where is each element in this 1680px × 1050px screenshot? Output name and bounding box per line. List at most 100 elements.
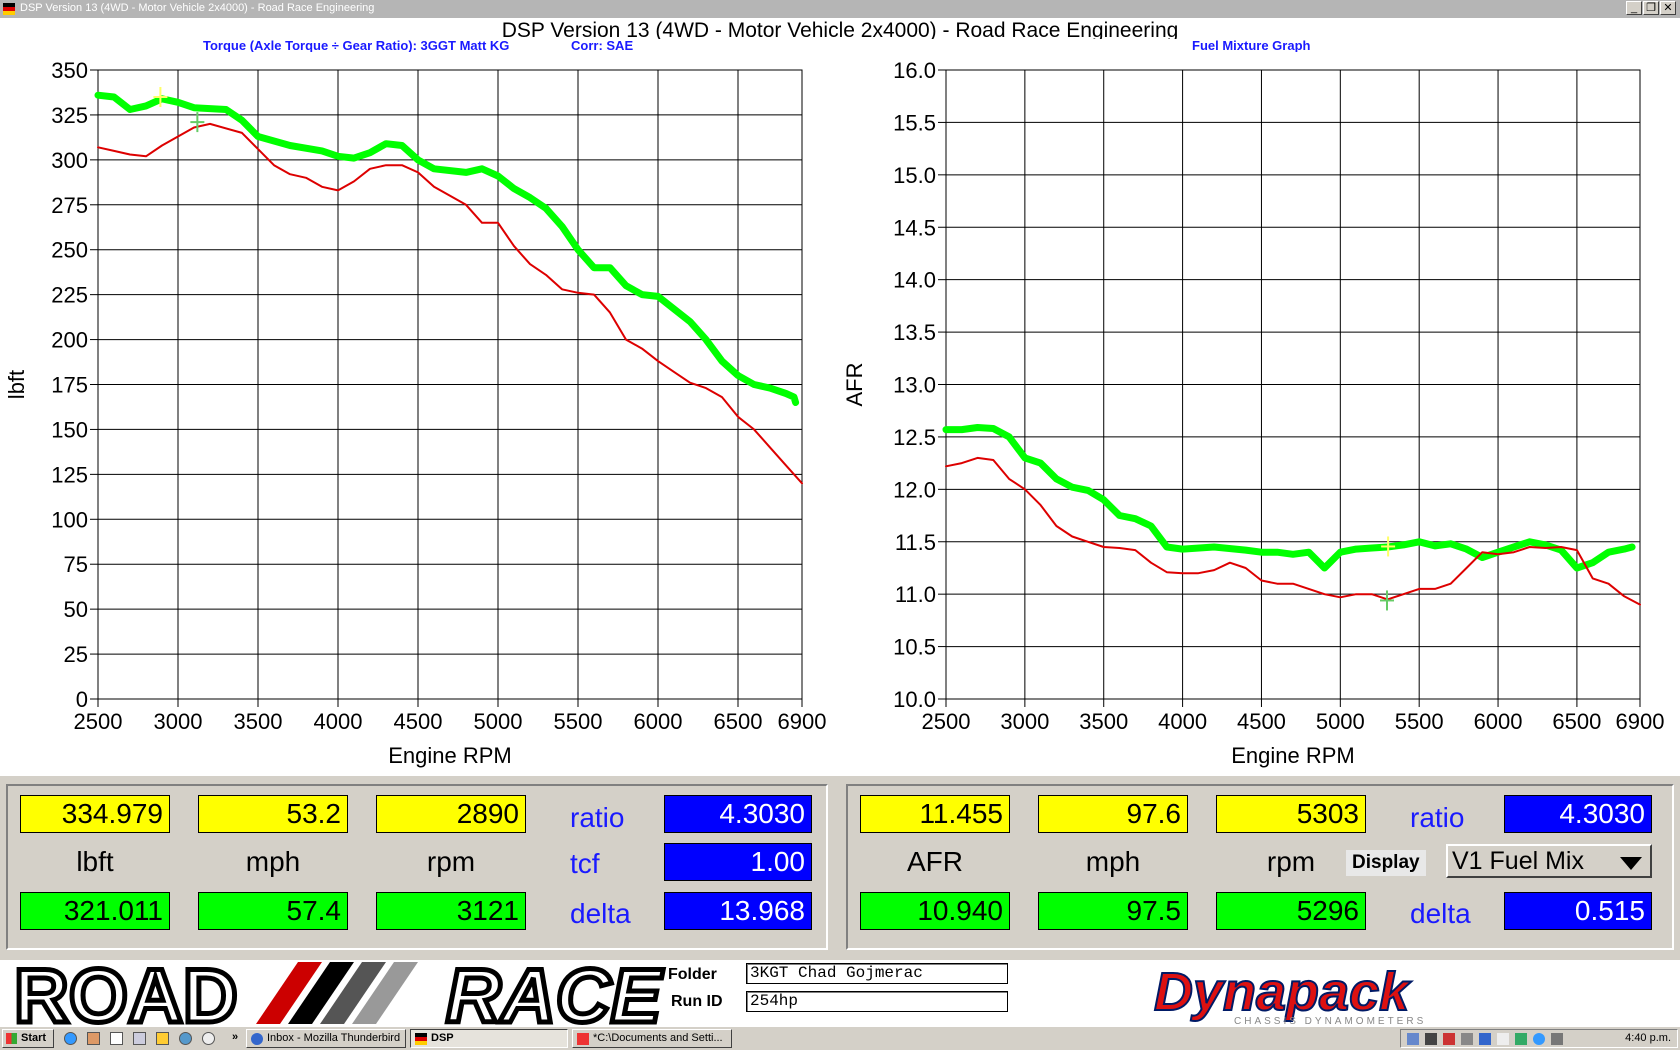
taskbar: Start » Inbox - Mozilla Thunderbird DSP … — [0, 1026, 1680, 1050]
cursor2-torque-value: 321.011 — [20, 892, 170, 930]
x-tick-label: 4500 — [394, 709, 443, 734]
x-tick-label: 3000 — [154, 709, 203, 734]
window-title: DSP Version 13 (4WD - Motor Vehicle 2x40… — [20, 2, 375, 14]
y-axis-label: AFR — [842, 363, 867, 407]
tcf-value: 1.00 — [664, 843, 812, 881]
tray-app-icon[interactable] — [1461, 1033, 1473, 1045]
y-tick-label: 25 — [64, 642, 88, 667]
chevron-down-icon[interactable] — [1620, 857, 1642, 870]
logo-race-text: RACE — [446, 960, 664, 1026]
internet-explorer-icon[interactable] — [64, 1032, 77, 1045]
series-line-green — [94, 91, 800, 406]
cursor1-afr-value: 11.455 — [860, 795, 1010, 833]
x-tick-label: 6000 — [1474, 709, 1523, 734]
taskbar-item-thunderbird[interactable]: Inbox - Mozilla Thunderbird — [246, 1029, 406, 1048]
y-tick-label: 300 — [51, 148, 88, 173]
taskbar-item-label: *C:\Documents and Setti... — [593, 1032, 723, 1044]
clock-icon[interactable] — [202, 1032, 215, 1045]
thunderbird-icon — [251, 1033, 263, 1045]
cursor1-mph-value: 97.6 — [1038, 795, 1188, 833]
display-mode-select[interactable]: V1 Fuel Mix — [1446, 844, 1652, 878]
windows-logo-icon — [6, 1033, 17, 1044]
x-tick-label: 4000 — [1158, 709, 1207, 734]
close-button[interactable]: ✕ — [1660, 1, 1676, 15]
delta-label: delta — [1410, 898, 1471, 929]
y-tick-label: 11.5 — [895, 530, 936, 555]
cursor2-mph-value: 57.4 — [198, 892, 348, 930]
logo-dynapack-text: Dynapack — [1154, 962, 1412, 1022]
app-icon — [3, 3, 15, 15]
fuel-mixture-chart[interactable]: 10.0 10.5 11.0 11.5 12.0 12.5 13.0 13.5 14.0 14.5… — [838, 52, 1680, 776]
tray-app-icon[interactable] — [1425, 1033, 1437, 1045]
logo-stripe — [352, 962, 418, 1024]
messenger-icon[interactable] — [1479, 1033, 1491, 1045]
x-tick-label: 5500 — [554, 709, 603, 734]
torque-chart[interactable]: 0 25 50 75 100 125 150 175 200 225 250 275 300 325 350… — [0, 52, 832, 776]
runid-field[interactable]: 254hp — [746, 991, 1008, 1012]
restore-button[interactable]: ❐ — [1643, 1, 1659, 15]
taskbar-item-paint[interactable]: *C:\Documents and Setti... — [572, 1029, 732, 1048]
readout-strip: 334.979 53.2 2890 lbft mph rpm 321.011 5… — [0, 776, 1680, 960]
logo-stripe — [288, 962, 354, 1024]
display-label: Display — [1346, 850, 1426, 876]
folder-field[interactable]: 3KGT Chad Gojmerac — [746, 963, 1008, 984]
unit-rpm: rpm — [1266, 846, 1316, 877]
dsp-icon — [415, 1033, 427, 1045]
torque-readout-panel: 334.979 53.2 2890 lbft mph rpm 321.011 5… — [6, 784, 828, 950]
y-tick-label: 75 — [64, 552, 88, 577]
y-tick-label: 12.5 — [893, 425, 936, 450]
clock: 4:40 p.m. — [1625, 1032, 1671, 1044]
x-tick-label: 2500 — [74, 709, 123, 734]
y-tick-label: 250 — [51, 238, 88, 263]
quicklaunch-icon[interactable] — [87, 1032, 100, 1045]
display-mode-value: V1 Fuel Mix — [1452, 847, 1584, 875]
cursor2-afr-value: 10.940 — [860, 892, 1010, 930]
document-icon[interactable] — [110, 1032, 123, 1045]
minimize-button[interactable]: _ — [1626, 1, 1642, 15]
fuel-readout-panel: 11.455 97.6 5303 AFR mph rpm 10.940 97.5… — [846, 784, 1674, 950]
logo-strip: ROAD RACE Dynapack CHASSIS DYNAMOMETERS … — [0, 960, 1680, 1026]
logo-stripe — [320, 962, 386, 1024]
y-tick-label: 275 — [51, 193, 88, 218]
start-button[interactable]: Start — [2, 1029, 54, 1048]
x-tick-label: 3000 — [1000, 709, 1049, 734]
tray-app-icon[interactable] — [1497, 1033, 1509, 1045]
system-tray: 4:40 p.m. — [1400, 1029, 1678, 1048]
ratio-label: ratio — [1410, 802, 1465, 833]
x-tick-label: 6900 — [1616, 709, 1665, 734]
folder-icon[interactable] — [156, 1032, 169, 1045]
x-tick-label: 6000 — [634, 709, 683, 734]
y-tick-label: 15.5 — [893, 110, 936, 135]
x-tick-label: 5000 — [1316, 709, 1365, 734]
network-icon[interactable] — [1407, 1033, 1419, 1045]
x-tick-label: 2500 — [922, 709, 971, 734]
y-tick-label: 175 — [51, 373, 88, 398]
quicklaunch-chevron-icon[interactable]: » — [232, 1031, 239, 1043]
security-icon[interactable] — [1443, 1033, 1455, 1045]
cursor2-rpm-value: 3121 — [376, 892, 526, 930]
runid-label: Run ID — [671, 993, 723, 1010]
start-label: Start — [21, 1032, 47, 1044]
x-tick-label: 3500 — [1079, 709, 1128, 734]
tray-app-icon[interactable] — [1533, 1033, 1545, 1045]
cursor2-rpm-value: 5296 — [1216, 892, 1366, 930]
unit-mph: mph — [1085, 846, 1141, 877]
x-tick-label: 5000 — [474, 709, 523, 734]
logo-dynapack-subtext: CHASSIS DYNAMOMETERS — [1234, 1016, 1426, 1026]
fuel-chart-svg: 10.0 10.5 11.0 11.5 12.0 12.5 13.0 13.5 14.0 14.5… — [842, 58, 1665, 768]
window-titlebar[interactable]: DSP Version 13 (4WD - Motor Vehicle 2x40… — [0, 0, 1680, 18]
volume-icon[interactable] — [1551, 1033, 1563, 1045]
tray-app-icon[interactable] — [1515, 1033, 1527, 1045]
x-tick-label: 3500 — [234, 709, 283, 734]
y-tick-label: 16.0 — [893, 58, 936, 83]
taskbar-item-dsp[interactable]: DSP — [410, 1029, 568, 1048]
road-race-logo: ROAD RACE — [12, 960, 667, 1026]
x-axis-label: Engine RPM — [1231, 743, 1355, 768]
browser-icon[interactable] — [179, 1032, 192, 1045]
y-tick-label: 13.5 — [893, 320, 936, 345]
cursor2-mph-value: 97.5 — [1038, 892, 1188, 930]
x-tick-label: 6500 — [714, 709, 763, 734]
app-title: DSP Version 13 (4WD - Motor Vehicle 2x40… — [501, 19, 1179, 39]
fuel-chart-caption: Fuel Mixture Graph — [1192, 38, 1311, 53]
notepad-icon[interactable] — [133, 1032, 146, 1045]
